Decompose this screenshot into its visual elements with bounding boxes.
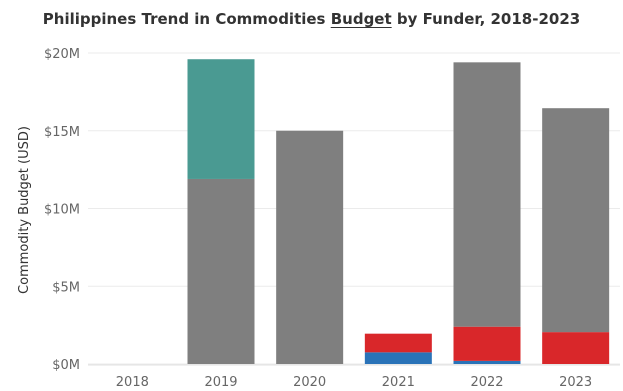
bar-segment-2022-1[interactable] xyxy=(453,326,521,361)
y-tick-label: $0M xyxy=(52,358,80,373)
title-part-budget[interactable]: Budget xyxy=(330,10,392,28)
y-tick-label: $5M xyxy=(52,280,80,295)
bars xyxy=(187,59,610,364)
x-axis-ticks: 2018 2019 2020 2021 2022 2023 xyxy=(116,375,592,390)
title-part-1: Philippines Trend in Commodities xyxy=(42,10,331,28)
title-part-3: by Funder, 2018-2023 xyxy=(391,10,581,28)
bar-segment-2022-0[interactable] xyxy=(453,360,521,364)
x-tick-label: 2022 xyxy=(470,375,503,390)
y-axis-ticks: $0M $5M $10M $15M $20M xyxy=(44,47,80,373)
x-tick-label: 2018 xyxy=(116,375,149,390)
x-tick-label: 2023 xyxy=(559,375,592,390)
bar-segment-2023-2[interactable] xyxy=(542,108,610,333)
bar-segment-2023-1[interactable] xyxy=(542,332,610,364)
bar-segment-2019-3[interactable] xyxy=(187,59,255,179)
y-tick-label: $15M xyxy=(44,125,80,140)
y-tick-label: $20M xyxy=(44,47,80,62)
bar-segment-2022-2[interactable] xyxy=(453,62,521,327)
gridlines xyxy=(88,52,620,366)
y-tick-label: $10M xyxy=(44,203,80,218)
chart-title: Philippines Trend in Commodities Budget … xyxy=(0,10,623,28)
bar-segment-2021-0[interactable] xyxy=(364,352,432,364)
x-tick-label: 2019 xyxy=(204,375,237,390)
bar-segment-2021-1[interactable] xyxy=(364,333,432,353)
bar-segment-2020-2[interactable] xyxy=(276,130,344,364)
x-tick-label: 2020 xyxy=(293,375,326,390)
bar-segment-2019-2[interactable] xyxy=(187,178,255,364)
y-axis-label: Commodity Budget (USD) xyxy=(17,126,32,294)
x-tick-label: 2021 xyxy=(382,375,415,390)
